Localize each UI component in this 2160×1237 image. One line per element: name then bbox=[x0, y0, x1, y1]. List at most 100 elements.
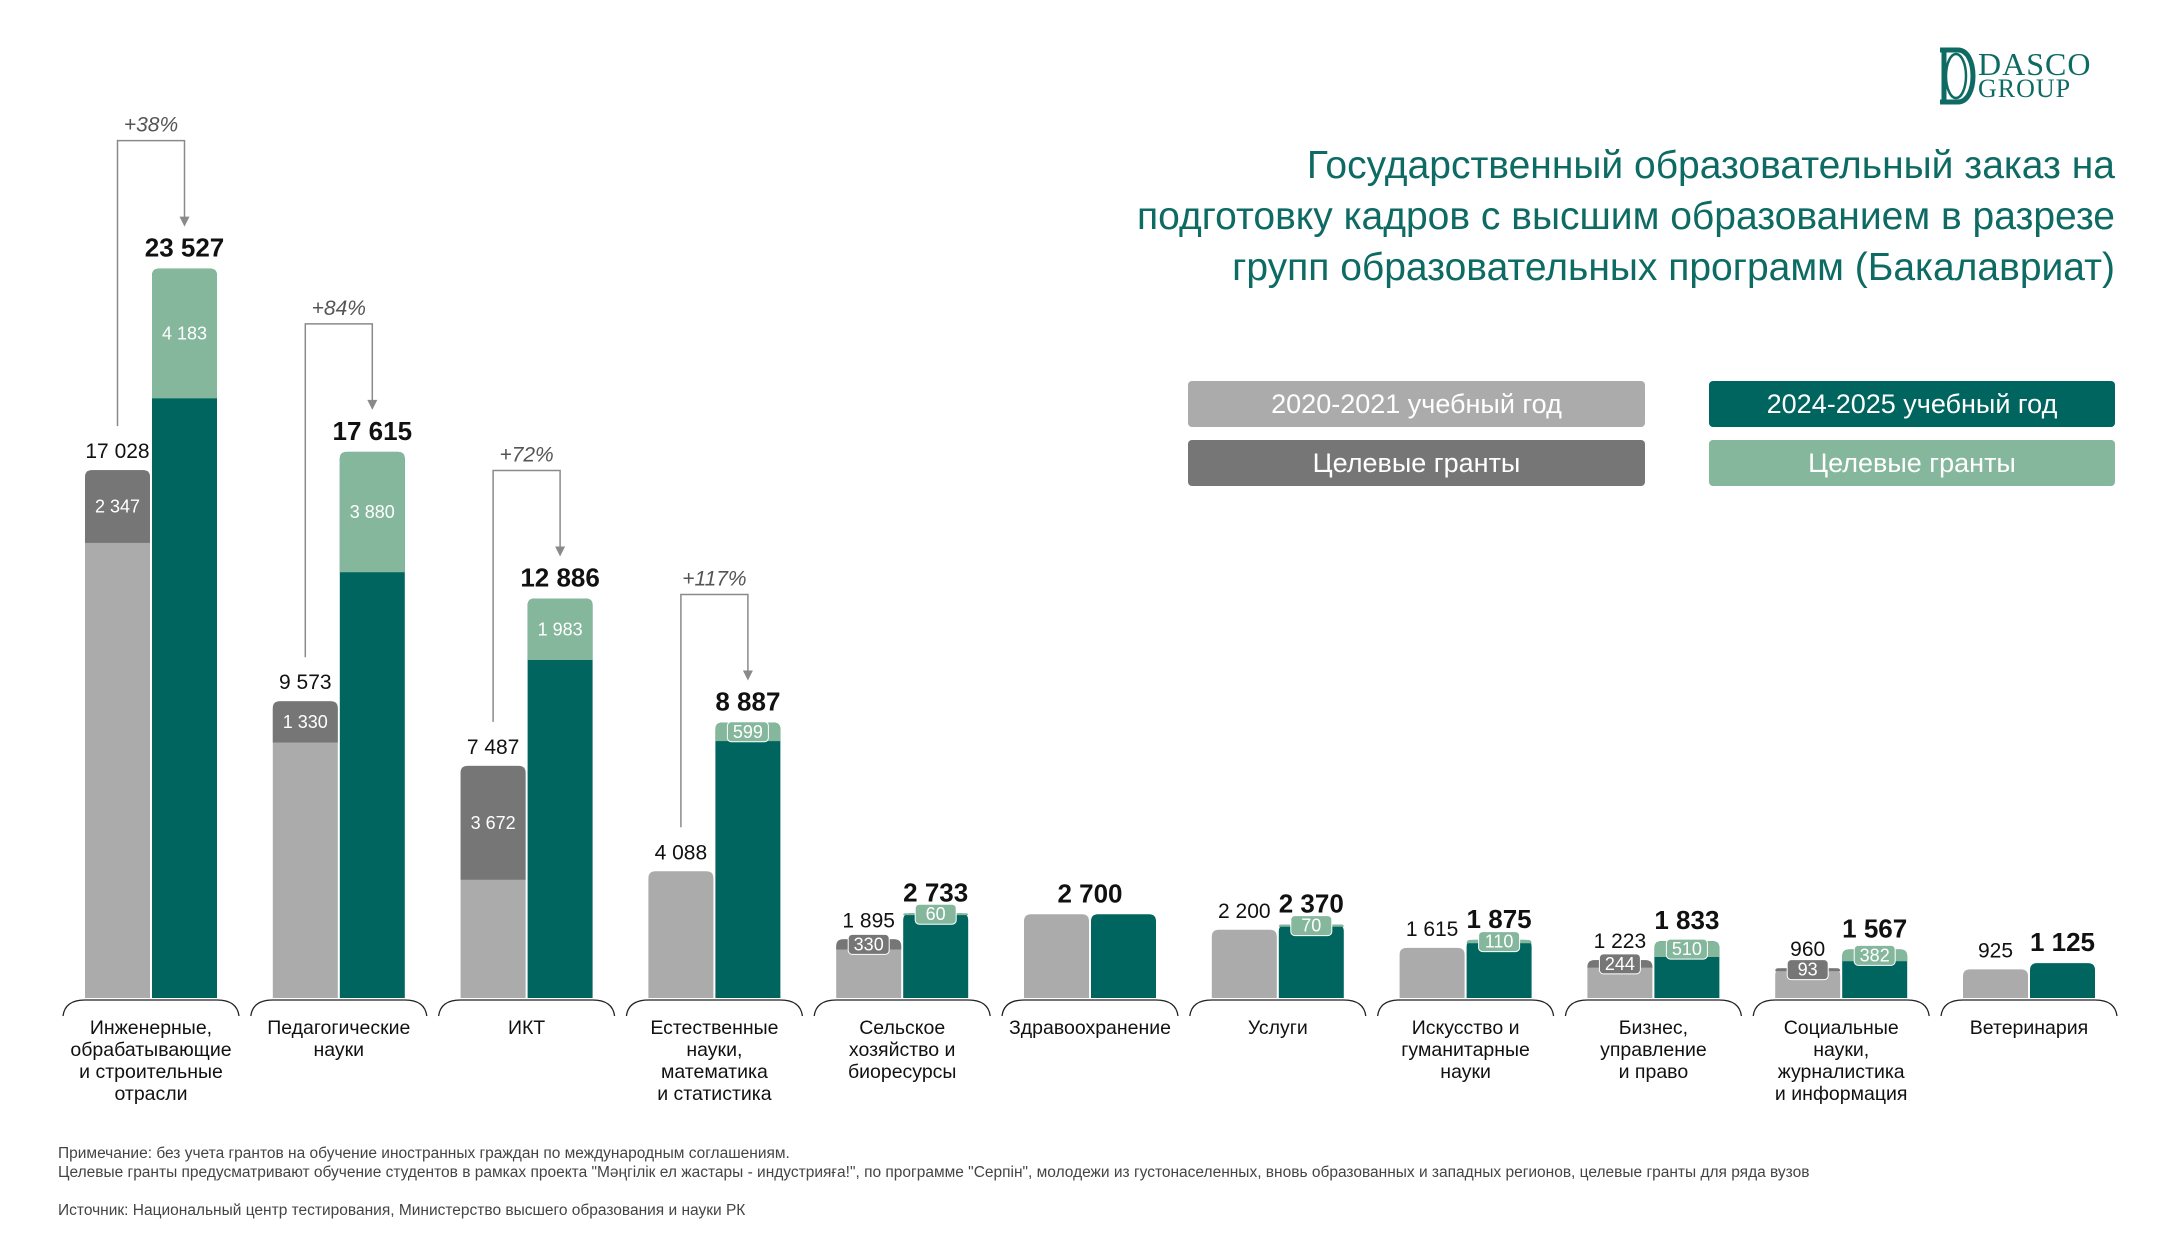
value-label-2024: 23 527 bbox=[145, 233, 225, 263]
category-label: и информация bbox=[1775, 1083, 1908, 1105]
category-bracket bbox=[62, 999, 240, 1017]
category-label: Услуги bbox=[1248, 1017, 1308, 1039]
value-label-2024: 17 615 bbox=[333, 416, 413, 446]
bar-2020-bar bbox=[85, 470, 150, 999]
note: Примечание: без учета грантов на обучени… bbox=[58, 1145, 790, 1162]
category-label: биоресурсы bbox=[848, 1061, 957, 1083]
bar-2020-target-label: 330 bbox=[854, 934, 884, 954]
value-label-2020: 925 bbox=[1978, 939, 2013, 962]
arrow-down-icon bbox=[179, 216, 190, 227]
value-label-2024: 8 887 bbox=[715, 687, 780, 717]
bar-2024-target-badge bbox=[726, 721, 769, 743]
category-bracket bbox=[1564, 999, 1743, 1017]
value-label-2020: 1 895 bbox=[842, 909, 895, 932]
category-label: и право bbox=[1619, 1061, 1689, 1083]
bar-2024-target-label: 3 880 bbox=[350, 502, 395, 522]
bar-2024-target-label: 599 bbox=[733, 722, 763, 742]
category-label: Естественные bbox=[650, 1017, 778, 1039]
dasco-logo-icon bbox=[1940, 47, 1976, 105]
category-label: Сельское bbox=[859, 1017, 945, 1039]
category-label: хозяйство и bbox=[849, 1039, 956, 1061]
bar-2024-target-badge bbox=[1478, 931, 1521, 953]
category-label: Инженерные, bbox=[90, 1017, 212, 1039]
category-label: обрабатывающие bbox=[70, 1039, 231, 1061]
category-label: Ветеринария bbox=[1970, 1017, 2088, 1039]
growth-label: +38% bbox=[124, 114, 178, 137]
category-label: ИКТ bbox=[508, 1017, 545, 1039]
legend-2020-target: Целевые гранты bbox=[1188, 440, 1645, 486]
value-label-2020: 960 bbox=[1790, 938, 1825, 961]
value-label-2020: 2 200 bbox=[1218, 900, 1271, 923]
category-bracket bbox=[1189, 999, 1367, 1017]
legend-2020: 2020-2021 учебный год bbox=[1188, 381, 1645, 427]
category-bracket bbox=[250, 999, 428, 1017]
bar-2020-target-label: 93 bbox=[1798, 960, 1818, 980]
bar-2024-bar bbox=[527, 598, 593, 998]
bar-2020-bar bbox=[1211, 929, 1277, 998]
bar-2024-target-label: 70 bbox=[1301, 916, 1321, 936]
category-label: Здравоохранение bbox=[1009, 1017, 1171, 1039]
legend-2024: 2024-2025 учебный год bbox=[1709, 381, 2115, 427]
bar-2024-target-label: 4 183 bbox=[162, 323, 207, 343]
value-label-2020: 1 223 bbox=[1594, 930, 1647, 953]
bar-2024-bar bbox=[1091, 914, 1156, 998]
bar-2020-bar bbox=[648, 871, 714, 998]
bar-2020-target-badge bbox=[847, 933, 890, 955]
bar-2020-target-segment bbox=[460, 765, 526, 880]
category-label: гуманитарные bbox=[1401, 1039, 1530, 1061]
category-label: науки bbox=[314, 1039, 365, 1061]
arrow-down-icon bbox=[742, 670, 753, 681]
bar-2024-target-badge bbox=[1290, 915, 1333, 937]
note-target-grants: Целевые гранты предусматривают обучение … bbox=[58, 1164, 1810, 1181]
arrow-down-icon bbox=[555, 546, 566, 557]
bar-2024-target-label: 382 bbox=[1860, 945, 1890, 965]
bar-2024-target-label: 60 bbox=[926, 904, 946, 924]
bar-2020-target-label: 3 672 bbox=[471, 813, 516, 833]
bar-2024-target-badge bbox=[914, 903, 957, 925]
category-label: Бизнес, bbox=[1619, 1017, 1688, 1039]
value-label-2024: 1 875 bbox=[1467, 904, 1532, 934]
arrow-down-icon bbox=[367, 399, 378, 410]
value-label-2020: 9 573 bbox=[279, 671, 332, 694]
bar-2024-target-label: 110 bbox=[1485, 932, 1514, 952]
category-label: Педагогические bbox=[267, 1017, 410, 1039]
value-label-2024: 1 567 bbox=[1842, 913, 1907, 943]
bar-2020-target-badge bbox=[1786, 959, 1829, 981]
category-bracket bbox=[1001, 999, 1179, 1017]
source: Источник: Национальный центр тестировани… bbox=[58, 1202, 746, 1219]
bar-2020-bar bbox=[1399, 947, 1465, 998]
category-bracket bbox=[1940, 999, 2118, 1017]
bar-2024-bar bbox=[339, 451, 405, 998]
value-label-2020: 7 487 bbox=[467, 736, 520, 759]
bar-2020-target-segment bbox=[85, 470, 150, 543]
bar-2024-bar bbox=[2030, 963, 2095, 998]
growth-label: +72% bbox=[499, 444, 553, 467]
category-bracket bbox=[813, 999, 991, 1017]
bar-2020-target-label: 244 bbox=[1605, 954, 1635, 974]
value-label: 2 700 bbox=[1057, 878, 1122, 908]
growth-bracket bbox=[680, 593, 749, 828]
legend-2024-target: Целевые гранты bbox=[1709, 440, 2115, 486]
bar-2024-target-badge bbox=[1665, 938, 1708, 960]
value-label-2024: 2 370 bbox=[1279, 889, 1344, 919]
logo: DASCO GROUP bbox=[1938, 46, 2118, 106]
growth-bracket bbox=[304, 323, 374, 658]
bar-2024-target-badge bbox=[1853, 944, 1896, 966]
bar-2020-target-label: 1 330 bbox=[283, 712, 328, 732]
category-label: науки, bbox=[1813, 1039, 1869, 1061]
category-bracket bbox=[1376, 999, 1555, 1017]
bar-2020-bar bbox=[1963, 969, 2028, 998]
growth-label: +117% bbox=[682, 568, 746, 591]
growth-bracket bbox=[116, 139, 186, 427]
value-label-2024: 2 733 bbox=[903, 877, 968, 907]
category-label: Искусство и bbox=[1412, 1017, 1520, 1039]
bar-2024-target-segment bbox=[527, 598, 593, 661]
bar-2024-target-segment bbox=[339, 451, 405, 573]
category-label: Социальные bbox=[1784, 1017, 1899, 1039]
category-label: управление bbox=[1600, 1039, 1707, 1061]
value-label-2024: 1 833 bbox=[1654, 905, 1719, 935]
category-label: отрасли bbox=[114, 1083, 187, 1105]
chart-title: Государственный образовательный заказ на… bbox=[1137, 144, 2115, 289]
bar-2020-bar bbox=[272, 701, 338, 998]
